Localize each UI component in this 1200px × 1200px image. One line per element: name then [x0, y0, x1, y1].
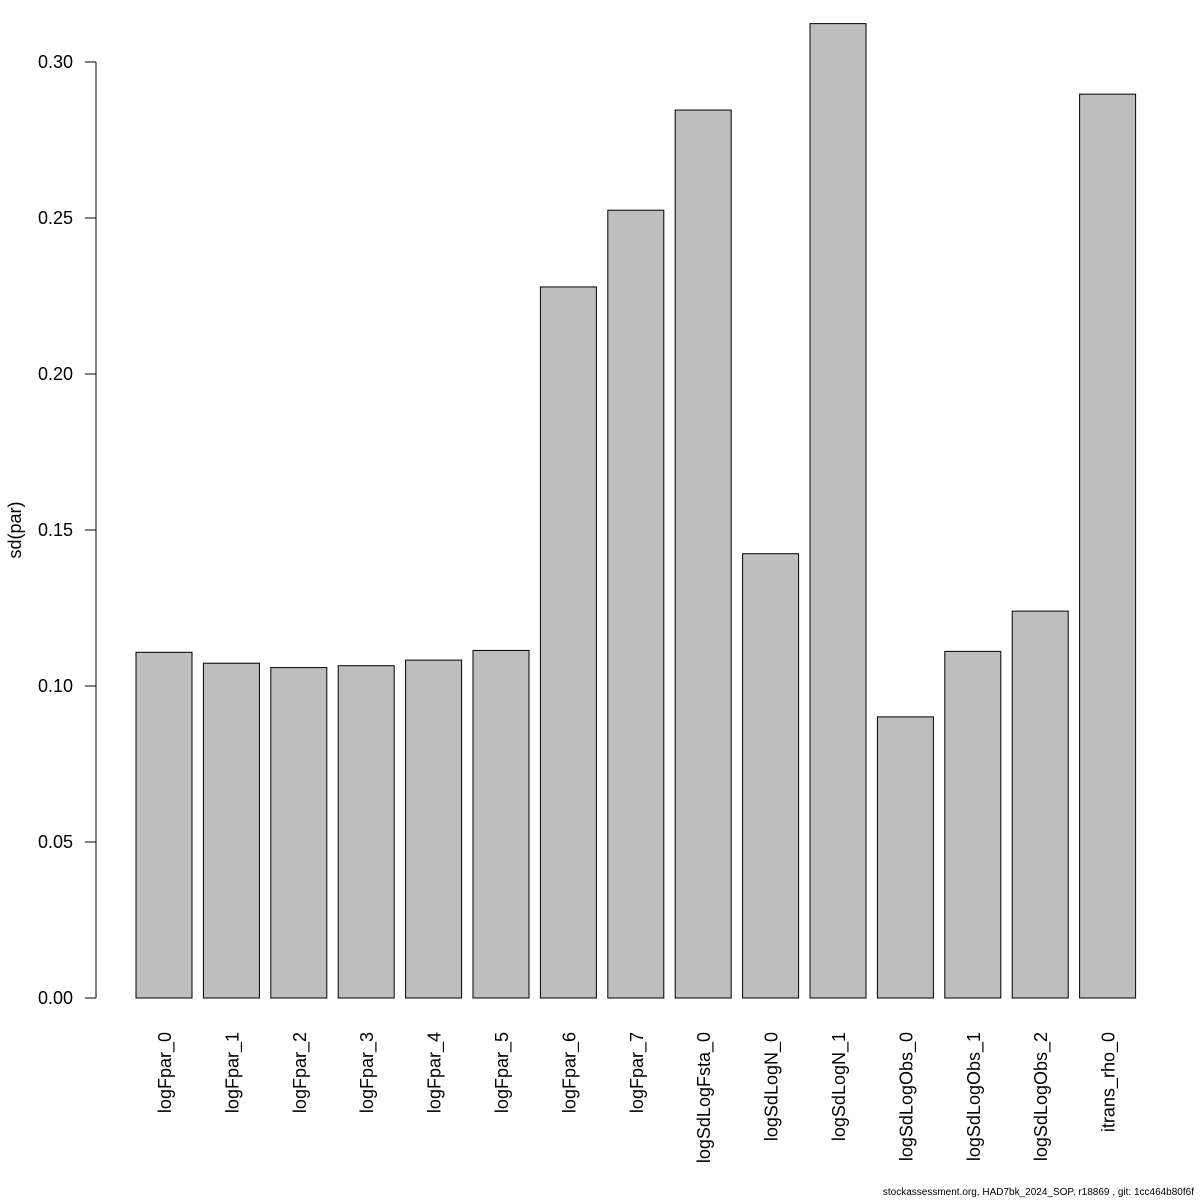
x-tick-label: logFpar_5 — [492, 1032, 513, 1113]
bar-logFpar_4 — [405, 659, 463, 999]
x-tick-label: logFpar_6 — [559, 1032, 580, 1113]
x-tick-labels: logFpar_0 logFpar_1 logFpar_2 logFpar_3 logF… — [155, 1032, 1120, 1163]
x-tick-label: logSdLogObs_0 — [896, 1032, 917, 1161]
y-tick-label: 0.25 — [38, 208, 73, 228]
y-tick-label: 0.20 — [38, 364, 73, 384]
bar-logSdLogObs_1 — [944, 650, 1002, 999]
bar-logSdLogObs_2 — [1011, 610, 1069, 999]
x-tick-label: logFpar_3 — [357, 1032, 378, 1113]
x-tick-label: logSdLogFsta_0 — [694, 1032, 715, 1163]
bar-logSdLogObs_0 — [876, 716, 934, 999]
bar-logFpar_5 — [472, 649, 530, 999]
y-tick-label: 0.00 — [38, 988, 73, 1008]
bar-itrans_rho_0 — [1079, 93, 1137, 999]
bar-logFpar_3 — [337, 665, 395, 999]
y-axis: 0.00 0.05 0.10 0.15 0.20 0.25 0.30 — [38, 52, 97, 1008]
bar-logFpar_2 — [270, 667, 328, 999]
x-tick-label: logFpar_4 — [425, 1032, 446, 1113]
y-tick-label: 0.30 — [38, 52, 73, 72]
x-tick-label: logFpar_1 — [222, 1032, 243, 1113]
y-axis-label: sd(par) — [5, 501, 25, 558]
x-tick-label: itrans_rho_0 — [1099, 1032, 1120, 1132]
x-tick-label: logSdLogObs_2 — [1031, 1032, 1052, 1161]
y-tick-label: 0.15 — [38, 520, 73, 540]
bar-logSdLogFsta_0 — [674, 109, 732, 999]
x-tick-label: logFpar_2 — [290, 1032, 311, 1113]
bar-logFpar_0 — [135, 651, 193, 999]
y-tick-label: 0.05 — [38, 832, 73, 852]
x-tick-label: logFpar_7 — [627, 1032, 648, 1113]
bar-logFpar_7 — [607, 209, 665, 999]
bars — [135, 23, 1137, 999]
bar-logSdLogN_0 — [742, 553, 800, 999]
x-tick-label: logFpar_0 — [155, 1032, 176, 1113]
footer-note: stockassessment.org, HAD7bk_2024_SOP, r1… — [882, 1187, 1194, 1198]
x-tick-label: logSdLogN_1 — [829, 1032, 850, 1141]
x-tick-label: logSdLogObs_1 — [964, 1032, 985, 1161]
x-tick-label: logSdLogN_0 — [762, 1032, 783, 1141]
y-tick-label: 0.10 — [38, 676, 73, 696]
bar-logFpar_6 — [539, 286, 597, 999]
bar-logSdLogN_1 — [809, 23, 867, 999]
bar-logFpar_1 — [202, 662, 260, 999]
